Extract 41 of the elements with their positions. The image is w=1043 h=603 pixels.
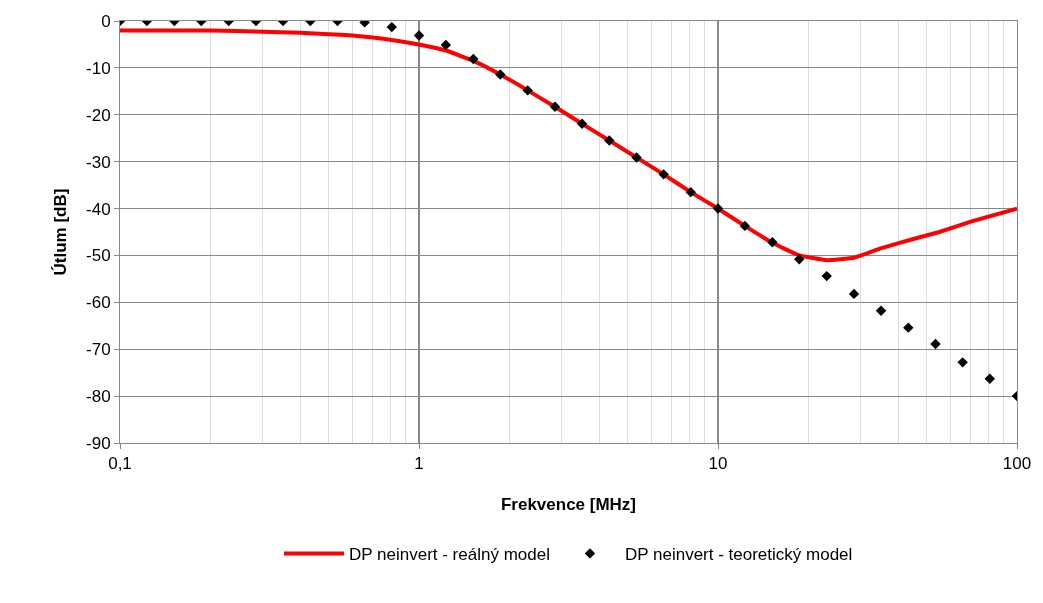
point: [957, 357, 968, 368]
y-tick-label: -80: [86, 387, 111, 407]
x-axis-title: Frekvence [MHz]: [500, 494, 637, 514]
legend-label: DP neinvert - reálný model: [349, 545, 550, 565]
point: [386, 21, 397, 33]
y-tick-label: -70: [86, 340, 111, 360]
point: [631, 152, 642, 163]
x-tick-label: 0,1: [108, 454, 132, 474]
point: [767, 237, 778, 248]
legend-label: DP neinvert - teoretický model: [624, 545, 853, 565]
point: [903, 322, 914, 333]
point: [712, 203, 724, 214]
point: [549, 101, 561, 113]
point: [739, 220, 751, 232]
y-tick-label: -20: [86, 105, 111, 125]
y-tick-label: -10: [86, 58, 111, 78]
y-tick-label: -90: [86, 433, 111, 453]
y-tick-label: 0: [101, 11, 111, 31]
y-tick-label: -60: [86, 293, 111, 313]
point: [468, 53, 479, 65]
y-tick-label: -50: [86, 246, 111, 266]
point: [821, 270, 832, 282]
point: [984, 373, 995, 384]
x-tick-label: 100: [1002, 454, 1032, 474]
point: [685, 186, 696, 198]
point: [848, 288, 860, 300]
y-axis-title: Útlum [dB]: [50, 188, 70, 276]
point: [522, 85, 533, 96]
y-tick-label: -40: [86, 199, 111, 219]
x-tick-label: 1: [414, 454, 424, 474]
point: [495, 69, 506, 80]
point: [440, 39, 452, 51]
x-tick-label: 10: [708, 454, 728, 474]
y-tick-label: -30: [86, 152, 111, 172]
point: [576, 118, 588, 129]
point: [604, 135, 615, 146]
point: [930, 338, 941, 350]
point: [794, 254, 805, 265]
point: [413, 30, 425, 41]
point: [875, 305, 887, 316]
point: [658, 169, 669, 180]
